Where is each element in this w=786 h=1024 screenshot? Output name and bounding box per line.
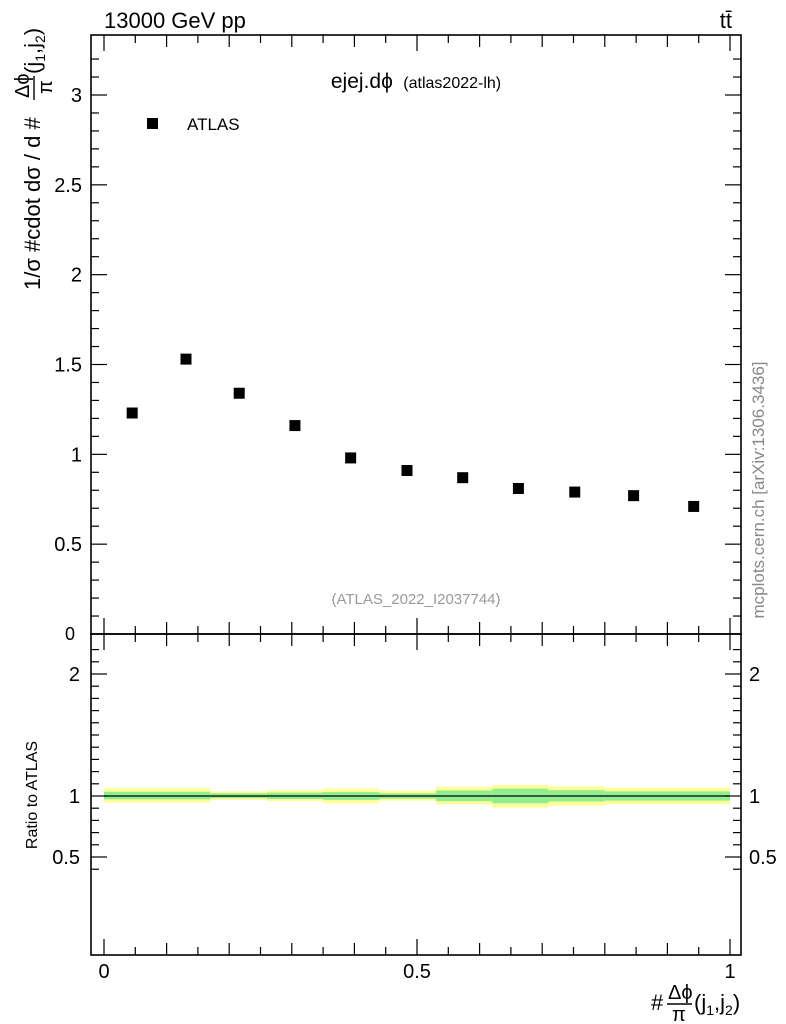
ratio-y-tick-labels: 0.5 0.5 1 1 2 2 [52, 664, 777, 869]
x-tick-label: 0.5 [403, 961, 431, 983]
x-tick-labels: 0 0.5 1 [98, 961, 735, 983]
chart-title-group: ejej.dϕ (atlas2022-lh) [331, 70, 501, 93]
svg-text:1/σ #cdot dσ / d #: 1/σ #cdot dσ / d # [20, 117, 45, 290]
x-label-frac-den: π [672, 1004, 686, 1024]
watermark: mcplots.cern.ch [arXiv:1306.3436] [749, 361, 768, 618]
ratio-y-tick-label: 2 [69, 664, 80, 686]
ratio-y-tick-label: 0.5 [52, 847, 80, 869]
main-panel: 0.5 1 1.5 2 2.5 3 0 ejej.dϕ (atlas2022-lh) AT… [12, 28, 742, 644]
data-points [126, 353, 700, 512]
x-label-tail: (j1,j2) [694, 990, 740, 1018]
ratio-y-tick-label-right: 1 [749, 786, 760, 808]
data-point [628, 490, 640, 502]
y-tick-label: 2 [71, 265, 82, 287]
data-point [180, 353, 192, 365]
y-label-tail: (j1,j2) [20, 28, 48, 74]
x-tick-label: 1 [724, 961, 735, 983]
ratio-frame [90, 633, 742, 956]
energy-label: 13000 GeV pp [104, 8, 246, 33]
x-axis-label: # Δϕ π (j1,j2) [651, 982, 740, 1024]
data-point [512, 482, 524, 494]
ratio-y-tick-label-right: 0.5 [749, 847, 777, 869]
y-tick-label: 1 [71, 444, 82, 466]
y-label-main: 1/σ #cdot dσ / d # [20, 117, 45, 290]
x-label-hash: # [651, 990, 664, 1015]
y-tick-label: 2.5 [54, 175, 82, 197]
data-point [289, 420, 301, 432]
main-y-tick-labels: 0.5 1 1.5 2 2.5 3 [54, 85, 82, 556]
data-point [126, 407, 138, 419]
legend-label-atlas: ATLAS [187, 115, 240, 134]
data-point [345, 452, 357, 464]
y-tick-zero: 0 [65, 624, 75, 644]
chart-title: ejej.dϕ [331, 70, 393, 93]
process-label: tt̄ [720, 8, 732, 33]
ratio-y-tick-label: 1 [69, 786, 80, 808]
y-label-frac-num: Δϕ [12, 73, 34, 98]
data-point [457, 472, 469, 484]
x-label-frac-num: Δϕ [668, 982, 693, 1004]
data-point [569, 486, 581, 498]
y-axis-label: 1/σ #cdot dσ / d # Δϕ π (j1,j2) [12, 28, 57, 290]
ratio-panel: 0.5 0.51 12 2 0 0.5 1 Ratio to ATLAS # Δϕ π (… [24, 633, 777, 1024]
data-point [688, 500, 700, 512]
data-point [401, 465, 413, 477]
ratio-ticks [91, 634, 741, 955]
y-tick-label: 1.5 [54, 355, 82, 377]
y-tick-label: 0.5 [54, 534, 82, 556]
main-ticks [91, 35, 741, 634]
y-label-frac-den: π [35, 80, 57, 94]
x-tick-label: 0 [98, 961, 109, 983]
data-point [233, 387, 245, 399]
chart-subtitle: (atlas2022-lh) [403, 75, 501, 92]
ratio-y-tick-label-right: 2 [749, 664, 760, 686]
ratio-y-axis-label: Ratio to ATLAS [24, 741, 41, 849]
analysis-id: (ATLAS_2022_I2037744) [331, 591, 500, 608]
y-tick-label: 3 [71, 85, 82, 107]
legend-marker-atlas [147, 118, 158, 129]
